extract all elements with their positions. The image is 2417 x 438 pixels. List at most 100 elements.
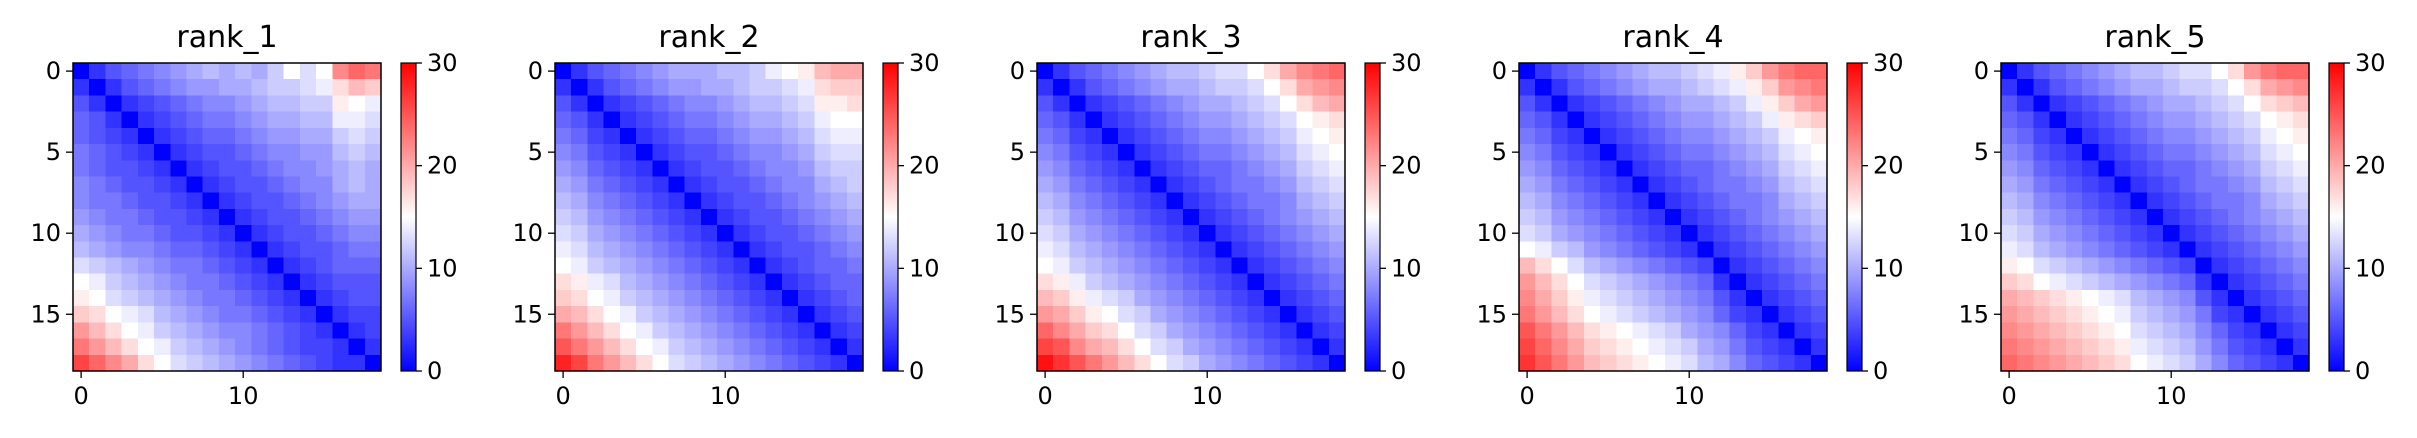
heatmap-cell: [2244, 79, 2261, 96]
heatmap-cell: [1535, 306, 1552, 323]
heatmap-cell: [571, 111, 588, 129]
heatmap-cell: [684, 322, 702, 339]
heatmap-cell: [1150, 306, 1168, 323]
heatmap-cell: [652, 144, 669, 161]
heatmap-cell: [2227, 241, 2245, 258]
heatmap-cell: [89, 79, 106, 96]
heatmap-cell: [619, 144, 637, 161]
heatmap-cell: [1632, 79, 1650, 96]
heatmap-cell: [1053, 111, 1070, 129]
heatmap-cell: [1296, 306, 1313, 323]
heatmap-cell: [1616, 176, 1633, 194]
heatmap-cell: [1551, 192, 1569, 210]
heatmap-cell: [2211, 63, 2229, 80]
heatmap-cell: [1053, 273, 1070, 291]
heatmap-cell: [1166, 160, 1184, 177]
heatmap-cell: [830, 160, 848, 177]
heatmap-cell: [283, 127, 301, 145]
heatmap-cell: [1037, 322, 1054, 339]
heatmap-cell: [2033, 273, 2051, 291]
heatmap-cell: [89, 160, 106, 177]
heatmap-cell: [2195, 176, 2213, 194]
heatmap-cell: [2211, 241, 2229, 258]
heatmap-cell: [332, 111, 349, 129]
heatmap-cell: [1567, 111, 1585, 129]
heatmap-cell: [1053, 192, 1070, 210]
heatmap-cell: [2244, 95, 2261, 113]
x-tick-label: 10: [710, 382, 741, 410]
heatmap-cell: [154, 225, 171, 242]
heatmap-cell: [1085, 144, 1103, 161]
heatmap-cell: [1713, 63, 1731, 80]
heatmap-cell: [1085, 225, 1103, 242]
heatmap-cell: [1247, 225, 1265, 242]
heatmap-cell: [1729, 273, 1747, 291]
heatmap-cell: [1182, 111, 1200, 129]
heatmap-cell: [636, 176, 653, 194]
heatmap-cell: [2049, 63, 2067, 80]
heatmap-cell: [316, 289, 333, 307]
heatmap-cell: [2260, 273, 2277, 291]
heatmap-cell: [1101, 225, 1119, 242]
heatmap-cell: [846, 144, 864, 161]
heatmap-cell: [1519, 354, 1536, 372]
heatmap-cell: [555, 192, 572, 210]
heatmap-cell: [1616, 127, 1633, 145]
heatmap-cell: [1182, 144, 1200, 161]
heatmap-cell: [154, 127, 171, 145]
heatmap-cell: [1037, 111, 1054, 129]
heatmap-cell: [1231, 257, 1249, 275]
heatmap-cell: [2049, 160, 2067, 177]
heatmap-cell: [2195, 160, 2213, 177]
heatmap-cell: [2033, 192, 2051, 210]
heatmap-frame: [554, 62, 864, 372]
heatmap-cell: [1118, 322, 1135, 339]
heatmap-cell: [1810, 95, 1828, 113]
heatmap-cell: [781, 192, 799, 210]
heatmap-cell: [2098, 241, 2115, 258]
heatmap-cell: [765, 338, 783, 356]
heatmap-cell: [1037, 95, 1054, 113]
heatmap-cell: [348, 160, 366, 177]
heatmap-cell: [2163, 111, 2180, 129]
heatmap-cell: [1745, 176, 1763, 194]
heatmap-cell: [1745, 95, 1763, 113]
heatmap-cell: [1263, 111, 1281, 129]
heatmap-cell: [332, 289, 349, 307]
heatmap-cell: [684, 63, 702, 80]
heatmap-cell: [814, 95, 831, 113]
heatmap-cell: [1231, 127, 1249, 145]
heatmap-cell: [1632, 160, 1650, 177]
heatmap-cell: [1697, 289, 1714, 307]
heatmap-cell: [2276, 306, 2294, 323]
heatmap-cell: [1312, 338, 1330, 356]
colorbar: [400, 62, 417, 372]
heatmap-cell: [1794, 354, 1812, 372]
heatmap-cell: [105, 273, 123, 291]
heatmap-cell: [2244, 354, 2261, 372]
heatmap-cell: [749, 354, 767, 372]
heatmap-cell: [619, 63, 637, 80]
heatmap-cell: [717, 160, 734, 177]
heatmap-cell: [1280, 63, 1297, 80]
heatmap-cell: [332, 273, 349, 291]
heatmap-cell: [1697, 95, 1714, 113]
heatmap-cell: [2033, 338, 2051, 356]
heatmap-cell: [1328, 79, 1346, 96]
heatmap-cell: [2082, 79, 2099, 96]
heatmap-cell: [733, 289, 750, 307]
heatmap-cell: [652, 322, 669, 339]
heatmap-cell: [299, 208, 317, 226]
heatmap-cell: [73, 225, 90, 242]
heatmap-cell: [1762, 257, 1779, 275]
heatmap-cell: [1101, 322, 1119, 339]
heatmap-cell: [316, 273, 333, 291]
heatmap-cell: [1069, 63, 1087, 80]
heatmap-cell: [1280, 160, 1297, 177]
heatmap-cell: [1648, 354, 1666, 372]
heatmap-cell: [251, 338, 268, 356]
heatmap-cell: [1215, 127, 1232, 145]
heatmap-cell: [1713, 160, 1731, 177]
heatmap-cell: [170, 306, 187, 323]
heatmap-cell: [1794, 289, 1812, 307]
